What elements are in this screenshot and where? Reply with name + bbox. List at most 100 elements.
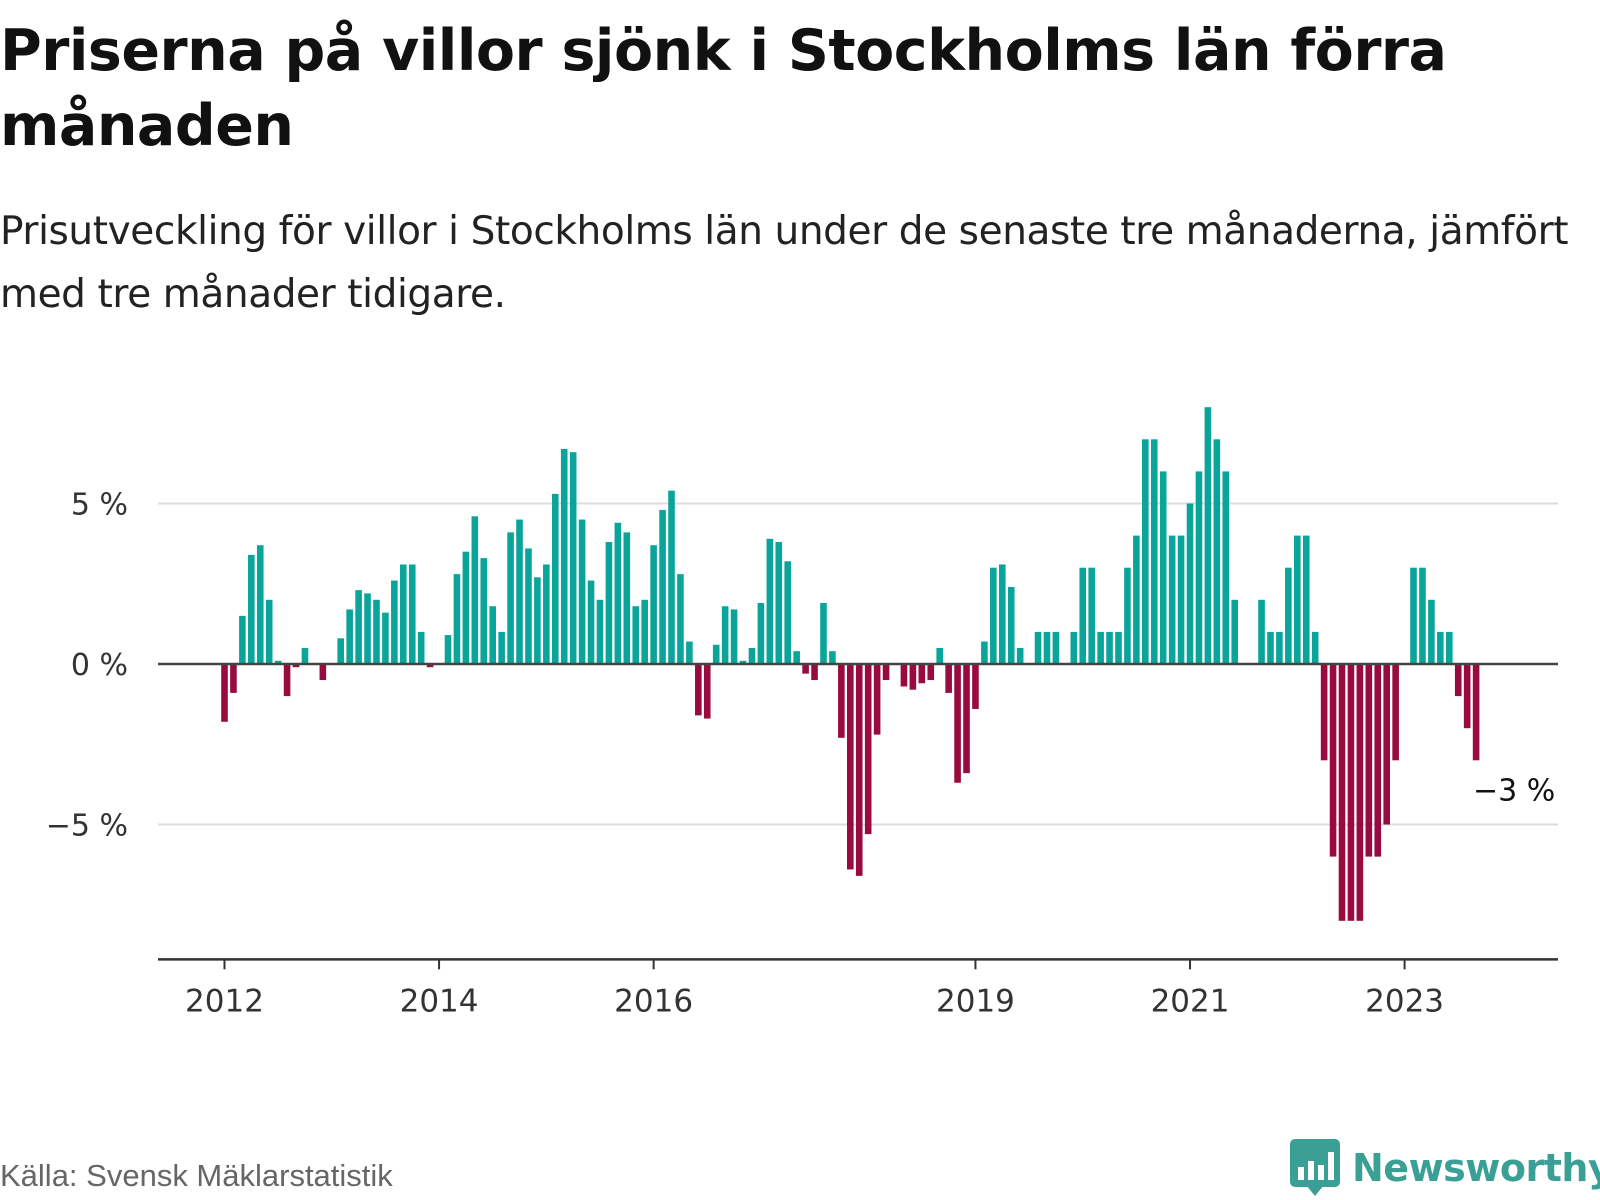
bar bbox=[543, 564, 550, 664]
bar bbox=[248, 554, 255, 664]
bar bbox=[525, 548, 532, 664]
bar bbox=[1258, 599, 1265, 664]
bar bbox=[1383, 664, 1390, 825]
bar bbox=[319, 664, 327, 681]
bar bbox=[632, 606, 640, 664]
bar bbox=[1159, 471, 1167, 664]
bar bbox=[793, 651, 800, 664]
bar bbox=[1070, 631, 1078, 664]
source-note: Källa: Svensk Mäklarstatistik bbox=[0, 1158, 393, 1193]
newsworthy-icon bbox=[1290, 1139, 1340, 1196]
bar bbox=[909, 664, 917, 690]
bar bbox=[1150, 439, 1158, 664]
bar bbox=[668, 490, 675, 664]
bar bbox=[1007, 586, 1015, 664]
bar bbox=[1016, 647, 1024, 664]
bar bbox=[936, 647, 943, 664]
bar bbox=[748, 647, 756, 664]
latest-value-label: −3 % bbox=[1473, 773, 1555, 808]
bar bbox=[1168, 535, 1176, 664]
bar bbox=[855, 664, 863, 876]
bar bbox=[990, 567, 997, 664]
chart-subtitle: Prisutveckling för villor i Stockholms l… bbox=[0, 209, 1569, 317]
bar bbox=[355, 590, 362, 664]
bar bbox=[918, 664, 926, 684]
bar bbox=[596, 599, 604, 664]
bar bbox=[1463, 664, 1471, 729]
bar bbox=[1329, 664, 1337, 857]
bar bbox=[721, 606, 729, 664]
bar bbox=[927, 664, 935, 681]
bar bbox=[1356, 664, 1364, 921]
y-tick-label: 5 % bbox=[71, 488, 128, 523]
bar bbox=[963, 664, 970, 774]
bar bbox=[382, 612, 389, 664]
bar bbox=[838, 664, 845, 738]
bar bbox=[453, 574, 461, 664]
bar bbox=[301, 647, 309, 664]
bar bbox=[1133, 535, 1140, 664]
bar bbox=[695, 664, 702, 716]
bar bbox=[1267, 631, 1274, 664]
bar bbox=[945, 664, 952, 693]
bar bbox=[391, 580, 398, 664]
bar bbox=[480, 558, 488, 664]
bar bbox=[426, 664, 434, 668]
bar bbox=[1195, 471, 1203, 664]
bar bbox=[1142, 439, 1149, 664]
bar bbox=[507, 532, 514, 664]
bar bbox=[1445, 631, 1453, 664]
bar bbox=[1231, 599, 1239, 664]
bar bbox=[1320, 664, 1328, 761]
bar bbox=[972, 664, 979, 709]
bar bbox=[882, 664, 890, 681]
bar bbox=[757, 603, 765, 664]
bar bbox=[1097, 631, 1104, 664]
bar bbox=[516, 519, 523, 664]
bar bbox=[1079, 567, 1087, 664]
bar bbox=[1124, 567, 1131, 664]
bar bbox=[677, 574, 684, 664]
bar bbox=[864, 664, 872, 835]
bar bbox=[274, 660, 282, 664]
bar bbox=[1437, 631, 1444, 664]
bar bbox=[408, 564, 416, 664]
bar bbox=[1338, 664, 1346, 921]
bar bbox=[614, 522, 622, 664]
bar bbox=[1410, 567, 1417, 664]
bar bbox=[1454, 664, 1462, 697]
bar bbox=[686, 641, 693, 664]
bar bbox=[1052, 631, 1060, 664]
bar bbox=[605, 542, 613, 664]
bar bbox=[1294, 535, 1301, 664]
x-tick-label: 2016 bbox=[614, 983, 693, 1019]
bar bbox=[239, 615, 246, 664]
bar bbox=[587, 580, 595, 664]
bar bbox=[462, 551, 470, 664]
bar bbox=[1115, 631, 1122, 664]
bar bbox=[954, 664, 961, 783]
bar bbox=[283, 664, 291, 697]
bar bbox=[873, 664, 881, 735]
bar bbox=[900, 664, 908, 687]
bar bbox=[1043, 631, 1051, 664]
bar bbox=[569, 452, 577, 664]
bar bbox=[471, 516, 479, 664]
bar bbox=[1311, 631, 1319, 664]
bar bbox=[400, 564, 407, 664]
bar bbox=[829, 651, 836, 664]
bar bbox=[739, 660, 747, 664]
bar bbox=[1186, 503, 1194, 664]
bar bbox=[775, 542, 783, 664]
bar bbox=[1106, 631, 1113, 664]
bar bbox=[641, 599, 648, 664]
bar bbox=[1365, 664, 1373, 857]
bar bbox=[1347, 664, 1355, 921]
bar bbox=[292, 664, 300, 668]
bar bbox=[1285, 567, 1292, 664]
axes bbox=[158, 662, 1558, 970]
bar bbox=[444, 635, 452, 664]
bar bbox=[659, 509, 666, 664]
newsworthy-logo[interactable]: Newsworthy bbox=[1290, 1138, 1600, 1198]
bar bbox=[498, 631, 505, 664]
